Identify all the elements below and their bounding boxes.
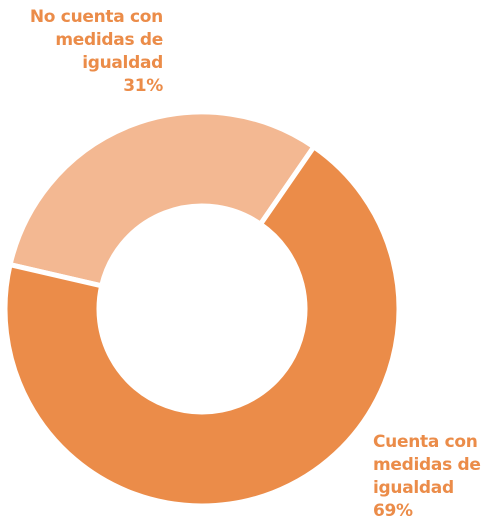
value-label: 69%	[373, 501, 413, 521]
donut-slice	[2, 143, 402, 509]
slice-label: Cuenta con medidas de igualdad 69%	[373, 431, 498, 523]
donut-slice	[7, 109, 318, 289]
slice-label: No cuenta con medidas de igualdad 31%	[0, 6, 163, 98]
category-label: No cuenta con medidas de igualdad	[29, 7, 163, 73]
value-label: 31%	[123, 76, 163, 96]
category-label: Cuenta con medidas de igualdad	[373, 432, 481, 498]
